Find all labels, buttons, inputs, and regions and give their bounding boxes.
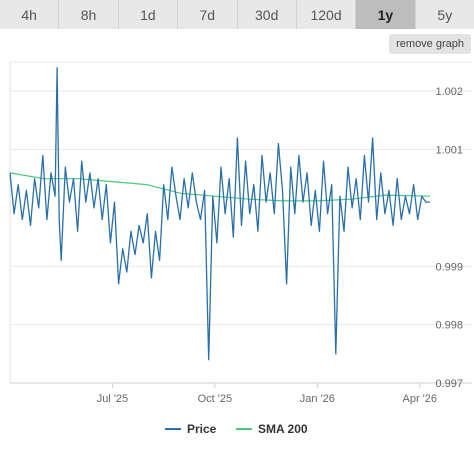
chart-legend: Price SMA 200	[165, 422, 308, 436]
x-tick-label: Jul '25	[97, 393, 128, 405]
x-tick-label: Apr '26	[402, 393, 437, 405]
tab-1y[interactable]: 1y	[356, 0, 416, 29]
y-tick-label: 1.001	[435, 145, 463, 157]
legend-label: Price	[187, 422, 217, 436]
tab-5y[interactable]: 5y	[415, 0, 474, 29]
chart-series	[9, 67, 431, 361]
timeframe-tabs: 4h 8h 1d 7d 30d 120d 1y 5y	[0, 0, 474, 30]
price-series-line	[9, 67, 430, 361]
tab-30d[interactable]: 30d	[237, 0, 297, 29]
y-tick-label: 0.997	[435, 378, 463, 390]
tab-7d[interactable]: 7d	[178, 0, 238, 29]
tab-120d[interactable]: 120d	[296, 0, 357, 29]
chart-grid	[9, 61, 472, 384]
legend-price[interactable]: Price	[165, 422, 217, 436]
tab-1d[interactable]: 1d	[118, 0, 179, 29]
x-tick-label: Jan '26	[300, 393, 335, 405]
y-tick-label: 1.002	[435, 86, 463, 98]
tab-8h[interactable]: 8h	[59, 0, 119, 29]
y-tick-label: 0.999	[435, 261, 463, 273]
y-axis-ticks: 0.997 0.998 0.999 1.001 1.002	[435, 86, 463, 390]
remove-graph-button[interactable]: remove graph	[389, 34, 471, 54]
y-tick-label: 0.998	[435, 320, 463, 332]
x-axis-ticks: Jul '25 Oct '25 Jan '26 Apr '26	[97, 383, 437, 405]
x-tick-label: Oct '25	[198, 393, 233, 405]
legend-label: SMA 200	[258, 422, 308, 436]
tab-4h[interactable]: 4h	[0, 0, 60, 29]
legend-sma-200[interactable]: SMA 200	[236, 422, 308, 436]
